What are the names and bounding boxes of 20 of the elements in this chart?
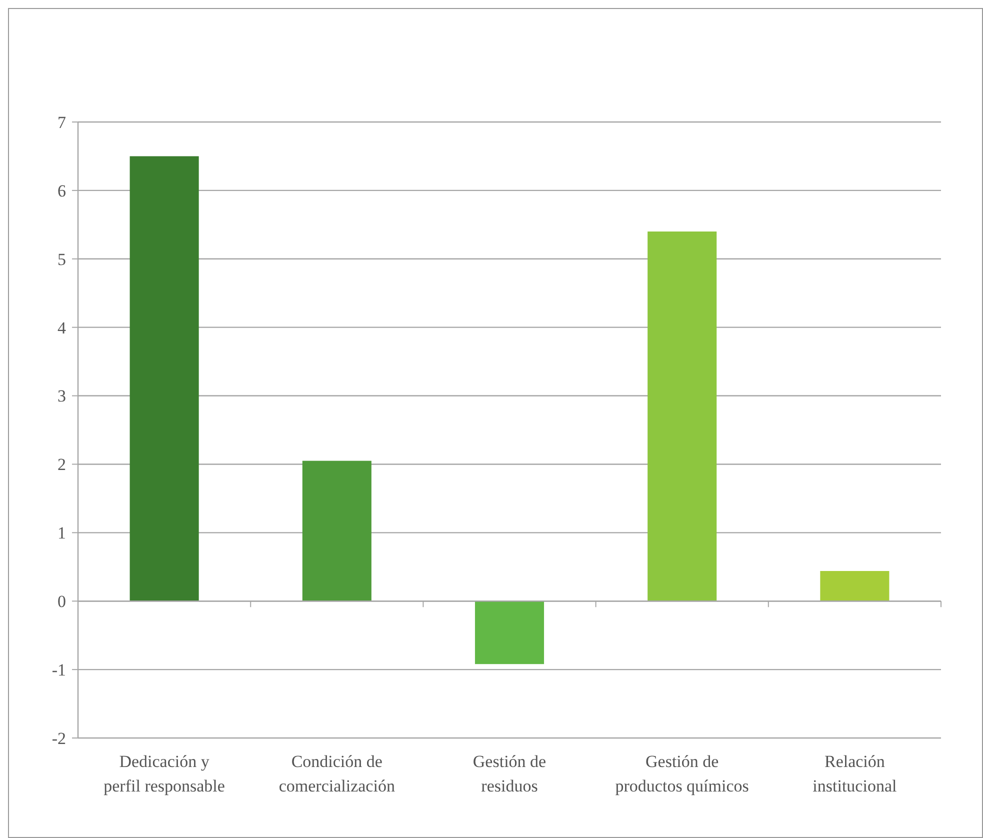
y-tick-label: 5	[58, 250, 66, 269]
y-tick-label: -2	[52, 728, 66, 748]
bar	[130, 156, 199, 602]
bar	[648, 232, 717, 602]
y-tick-label: 0	[58, 592, 66, 612]
y-tick-label: 3	[58, 386, 66, 406]
x-tick-label: Gestión de residuos	[472, 752, 546, 796]
y-tick-label: -1	[52, 660, 66, 680]
x-tick-label: Condición de comercialización	[278, 752, 396, 796]
bar	[302, 460, 372, 602]
x-tick-label: Relación institucional	[812, 752, 897, 796]
y-tick-label: 1	[58, 524, 66, 543]
y-tick-label: 7	[58, 112, 66, 132]
x-tick-label: Gestión de productos químicos	[615, 752, 749, 796]
x-tick-label: Dedicación y perfil responsable	[104, 752, 225, 796]
bar	[820, 570, 890, 602]
y-tick-label: 4	[58, 318, 66, 338]
y-tick-label: 2	[58, 455, 66, 474]
y-tick-label: 6	[58, 181, 66, 200]
bar	[474, 601, 544, 664]
